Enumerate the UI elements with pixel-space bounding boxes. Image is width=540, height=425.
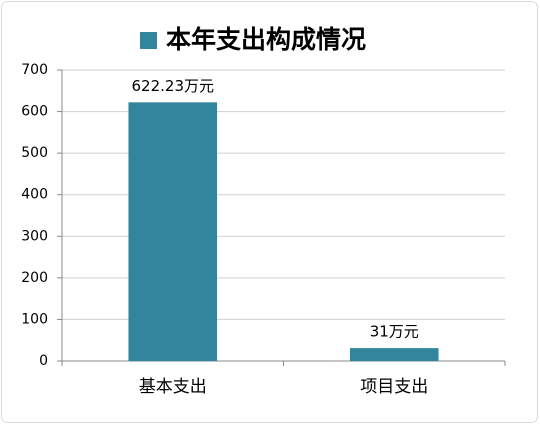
data-label: 622.23万元 (132, 77, 215, 95)
data-label: 31万元 (370, 323, 419, 341)
y-tick-label: 500 (21, 145, 48, 161)
x-tick-label: 基本支出 (139, 377, 207, 397)
bar (128, 102, 218, 361)
legend-label: 本年支出构成情况 (166, 25, 366, 54)
y-tick-label: 100 (21, 311, 48, 327)
y-tick-label: 200 (21, 270, 48, 286)
bar (349, 348, 439, 361)
y-tick-label: 400 (21, 187, 48, 203)
y-tick-label: 600 (21, 104, 48, 120)
y-tick-label: 300 (21, 228, 48, 244)
y-tick-label: 0 (39, 353, 48, 369)
x-tick-label: 项目支出 (360, 377, 428, 397)
y-tick-label: 700 (21, 62, 48, 78)
legend-swatch (140, 32, 157, 49)
